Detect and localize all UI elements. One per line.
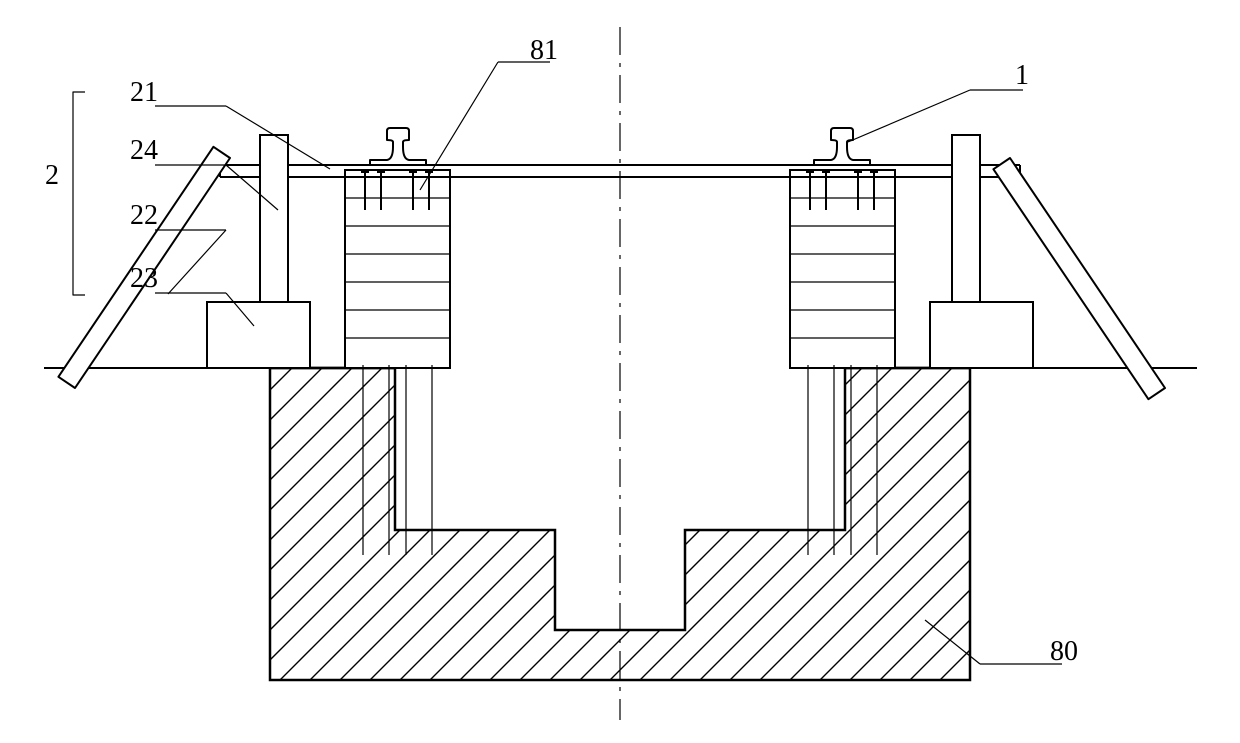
label-21: 21 [130,77,158,109]
engineering-diagram [0,0,1240,743]
label-80: 80 [1050,636,1078,668]
label-1: 1 [1015,60,1029,92]
label-2: 2 [45,160,59,192]
label-22: 22 [130,200,158,232]
label-81: 81 [530,35,558,67]
label-23: 23 [130,263,158,295]
label-24: 24 [130,135,158,167]
